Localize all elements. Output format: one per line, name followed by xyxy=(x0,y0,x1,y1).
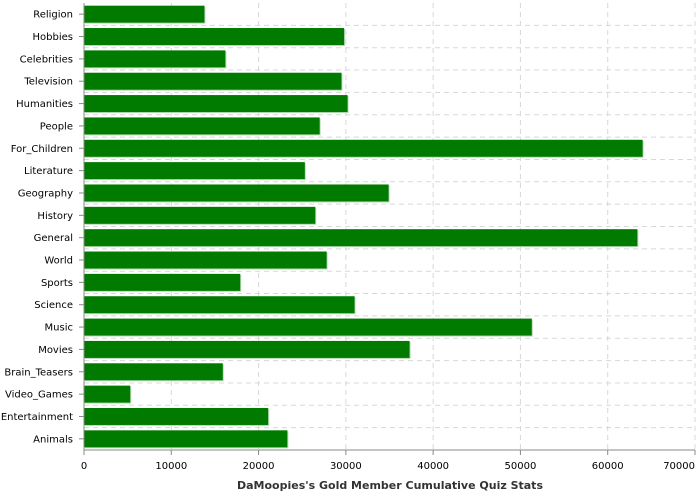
x-tick-label: 60000 xyxy=(592,461,624,472)
category-labels: Religion Hobbies Celebrities Television Huma… xyxy=(1,10,73,446)
category-label: General xyxy=(34,233,73,244)
category-label: Religion xyxy=(33,10,73,21)
x-tick-label: 40000 xyxy=(417,461,449,472)
x-tick-label: 20000 xyxy=(243,461,275,472)
bar-people xyxy=(84,117,320,135)
bar-general xyxy=(84,229,638,247)
category-label: Geography xyxy=(18,188,73,199)
bar-sports xyxy=(84,273,241,291)
category-label: Science xyxy=(34,300,73,311)
x-tick-label: 30000 xyxy=(330,461,362,472)
bar-movies xyxy=(84,340,410,358)
category-label: Video_Games xyxy=(5,390,73,401)
x-tick-label: 70000 xyxy=(663,461,695,472)
x-tick-label: 0 xyxy=(81,461,87,472)
grid-lines xyxy=(84,3,696,450)
category-label: World xyxy=(44,256,73,267)
bar-brain-teasers xyxy=(84,363,223,381)
bar-religion xyxy=(84,5,205,23)
category-label: Literature xyxy=(24,166,73,177)
axes xyxy=(79,3,696,455)
bar-for-children xyxy=(84,139,643,157)
bar-animals xyxy=(84,430,288,448)
bar-celebrities xyxy=(84,50,226,68)
category-label: Brain_Teasers xyxy=(4,367,73,378)
bar-science xyxy=(84,296,355,314)
category-label: Animals xyxy=(33,434,73,445)
bar-humanities xyxy=(84,95,348,113)
category-label: History xyxy=(37,211,73,222)
bar-geography xyxy=(84,184,389,202)
x-tick-label: 10000 xyxy=(155,461,187,472)
category-label: Movies xyxy=(38,345,73,356)
category-label: Hobbies xyxy=(33,32,73,43)
category-label: Humanities xyxy=(16,99,73,110)
category-label: People xyxy=(40,121,73,132)
category-label: Sports xyxy=(41,278,73,289)
bar-history xyxy=(84,206,316,224)
bar-entertainment xyxy=(84,407,269,425)
bars xyxy=(84,5,644,449)
category-label: Celebrities xyxy=(20,54,73,65)
x-axis-title: DaMoopies's Gold Member Cumulative Quiz … xyxy=(237,479,543,492)
bar-literature xyxy=(84,162,305,180)
bar-video-games xyxy=(84,385,131,403)
bar-television xyxy=(84,72,342,90)
x-tick-labels: 0 10000 20000 30000 40000 50000 60000 70000 xyxy=(81,461,695,472)
bar-music xyxy=(84,318,532,336)
x-tick-label: 50000 xyxy=(505,461,537,472)
bar-hobbies xyxy=(84,28,345,46)
category-label: Entertainment xyxy=(1,412,73,423)
category-label: Music xyxy=(45,323,73,334)
category-label: For_Children xyxy=(11,144,73,155)
bar-world xyxy=(84,251,327,269)
category-label: Television xyxy=(23,77,73,88)
